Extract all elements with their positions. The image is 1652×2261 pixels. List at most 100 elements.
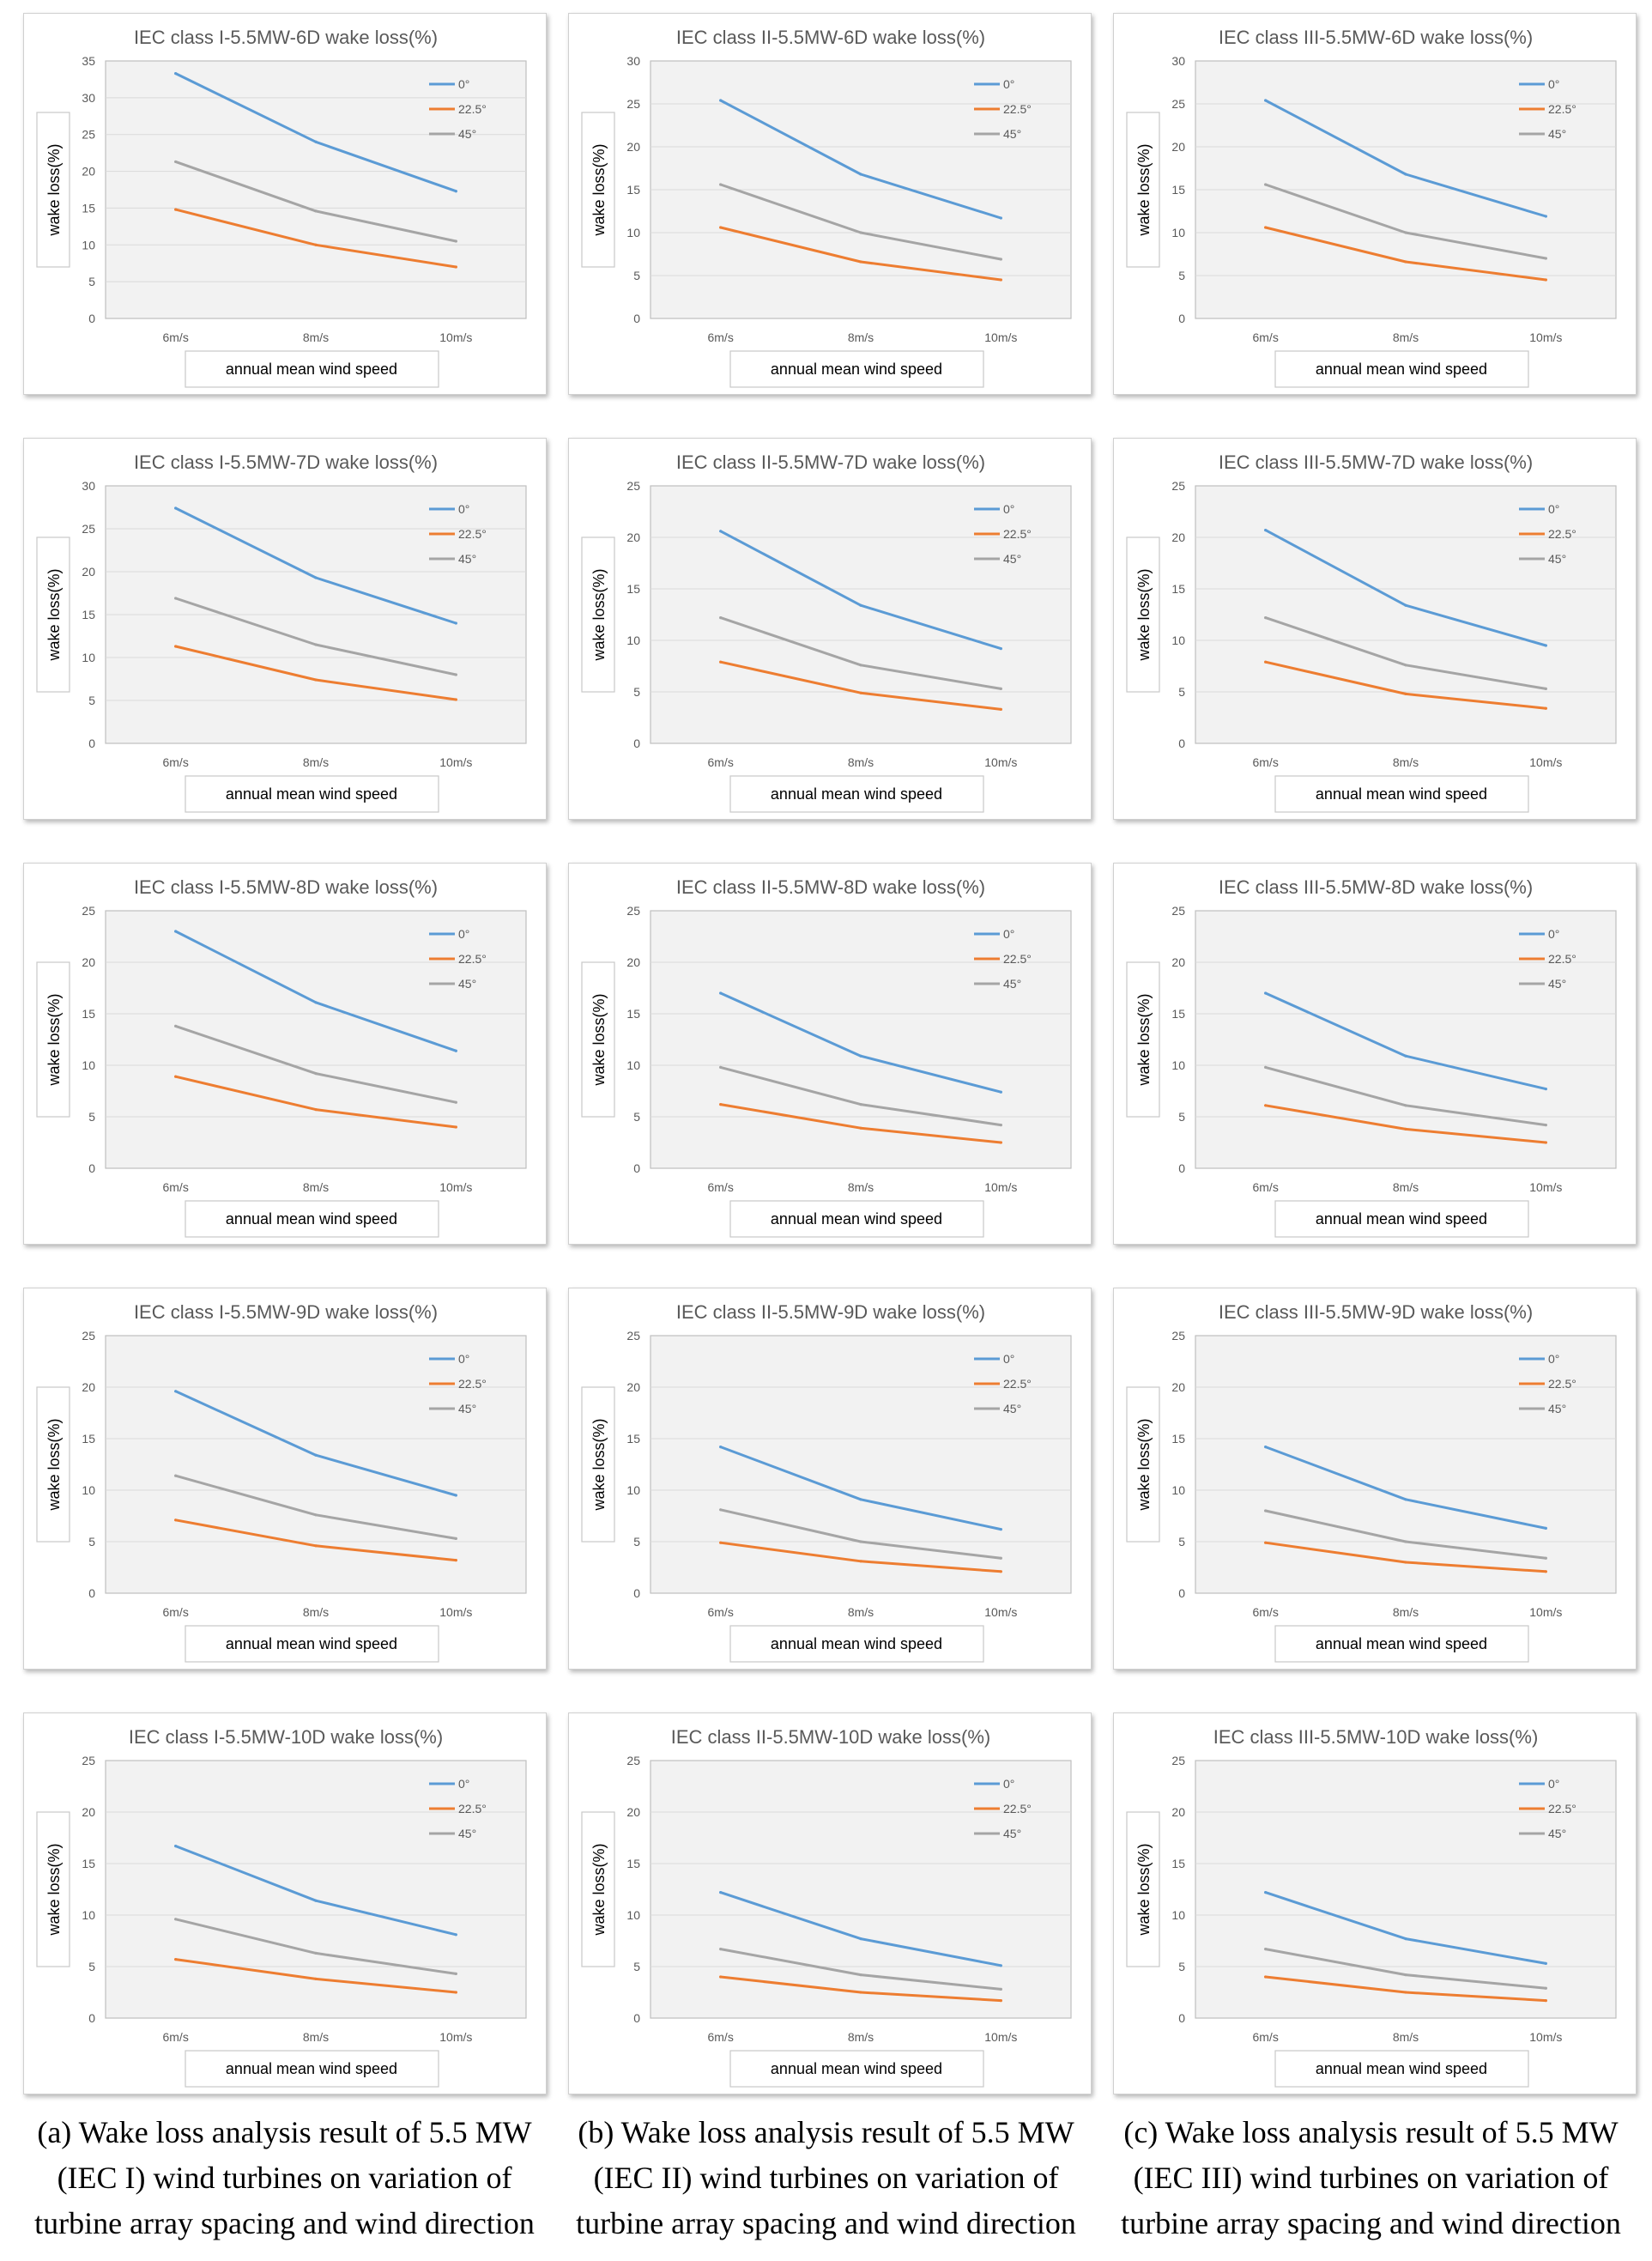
y-axis-label: wake loss(%) xyxy=(1135,1418,1153,1511)
y-tick-label: 20 xyxy=(82,165,95,179)
y-tick-label: 0 xyxy=(1178,312,1185,325)
data-point xyxy=(454,1049,457,1052)
x-axis-label-box xyxy=(185,775,439,813)
data-point xyxy=(454,1494,457,1497)
x-tick-label: 6m/s xyxy=(162,2030,188,2044)
x-axis-label: annual mean wind speed xyxy=(771,2060,942,2077)
data-point xyxy=(719,1508,723,1512)
y-tick-label: 0 xyxy=(88,736,95,750)
y-tick-label: 25 xyxy=(82,904,95,918)
data-point xyxy=(1404,1937,1407,1941)
y-tick-label: 0 xyxy=(1178,1161,1185,1175)
y-tick-label: 0 xyxy=(633,1586,640,1600)
y-tick-label: 10 xyxy=(626,1483,640,1497)
y-tick-label: 20 xyxy=(82,565,95,579)
data-point xyxy=(314,1951,318,1955)
data-point xyxy=(1544,215,1547,218)
data-point xyxy=(719,1103,723,1106)
y-axis-label: wake loss(%) xyxy=(1135,1843,1153,1936)
plot-area xyxy=(1195,1760,1617,2019)
y-tick-label: 30 xyxy=(626,54,640,68)
x-tick-label: 8m/s xyxy=(303,1605,329,1619)
chart-title: IEC class I-5.5MW-7D wake loss(%) xyxy=(134,452,438,473)
chart-svg: IEC class II-5.5MW-6D wake loss(%) 0 5 10 15… xyxy=(581,27,1072,388)
y-tick-label: 15 xyxy=(82,608,95,621)
data-point xyxy=(174,1075,178,1078)
data-point xyxy=(719,183,723,186)
data-point xyxy=(314,209,318,213)
y-tick-label: 25 xyxy=(82,522,95,536)
data-point xyxy=(859,231,862,234)
y-tick-label: 20 xyxy=(82,955,95,969)
y-axis-label-box xyxy=(36,1811,70,1967)
data-point xyxy=(174,71,178,76)
data-point xyxy=(1544,644,1547,647)
data-point xyxy=(1404,664,1407,667)
y-axis-label: wake loss(%) xyxy=(45,143,63,236)
y-tick-label: 5 xyxy=(633,1535,640,1549)
data-point xyxy=(314,1544,318,1548)
data-point xyxy=(174,1518,178,1522)
x-tick-label: 10m/s xyxy=(439,1180,472,1194)
data-point xyxy=(174,506,178,510)
x-axis-label: annual mean wind speed xyxy=(771,361,942,378)
data-point xyxy=(999,1999,1002,2003)
chart-svg: IEC class I-5.5MW-8D wake loss(%) 0 5 10 15 2… xyxy=(36,876,527,1238)
data-point xyxy=(314,1899,318,1902)
data-point xyxy=(719,1975,723,1979)
y-tick-label: 5 xyxy=(633,1110,640,1124)
data-point xyxy=(1544,1556,1547,1560)
data-point xyxy=(719,1891,723,1894)
data-point xyxy=(999,1570,1002,1573)
chart-title: IEC class I-5.5MW-10D wake loss(%) xyxy=(129,1726,443,1748)
chart-panel-12: IEC class III-5.5MW-9D wake loss(%) 0 5 10 1… xyxy=(1113,1288,1637,1670)
x-tick-label: 10m/s xyxy=(439,755,472,769)
x-tick-label: 8m/s xyxy=(1393,1180,1419,1194)
legend-label: 0° xyxy=(1003,502,1014,516)
legend-label: 0° xyxy=(458,1352,469,1366)
legend-label: 0° xyxy=(1003,1777,1014,1791)
data-point xyxy=(859,1126,862,1130)
data-point xyxy=(174,1390,178,1393)
chart-panel-5: IEC class II-5.5MW-7D wake loss(%) 0 5 10 15… xyxy=(568,438,1092,820)
x-tick-label: 10m/s xyxy=(439,330,472,344)
x-axis-label: annual mean wind speed xyxy=(226,361,397,378)
y-tick-label: 15 xyxy=(626,1857,640,1870)
x-tick-label: 8m/s xyxy=(1393,2030,1419,2044)
x-tick-label: 6m/s xyxy=(1252,1180,1278,1194)
legend-label: 45° xyxy=(1003,1402,1021,1415)
y-tick-label: 30 xyxy=(82,91,95,105)
data-point xyxy=(999,278,1002,282)
y-axis-label-box xyxy=(581,112,615,268)
legend-label: 45° xyxy=(458,977,476,991)
data-point xyxy=(454,190,457,193)
legend-label: 22.5° xyxy=(1003,1377,1032,1391)
x-tick-label: 10m/s xyxy=(439,1605,472,1619)
chart-svg: IEC class II-5.5MW-8D wake loss(%) 0 5 10 15… xyxy=(581,876,1072,1238)
data-point xyxy=(1264,991,1268,995)
data-point xyxy=(1544,278,1547,282)
y-tick-label: 0 xyxy=(88,312,95,325)
x-tick-label: 6m/s xyxy=(707,755,733,769)
y-tick-label: 0 xyxy=(633,736,640,750)
chart-panel-4: IEC class I-5.5MW-7D wake loss(%) 0 5 10 15 2… xyxy=(23,438,547,820)
legend-label: 22.5° xyxy=(458,527,487,541)
data-point xyxy=(174,160,178,164)
data-point xyxy=(719,530,723,533)
data-point xyxy=(454,621,457,625)
y-tick-label: 20 xyxy=(1171,1805,1185,1819)
y-tick-label: 20 xyxy=(626,1805,640,1819)
y-axis-label-box xyxy=(1126,1811,1160,1967)
legend-label: 0° xyxy=(1003,1352,1014,1366)
data-point xyxy=(1404,173,1407,176)
x-tick-label: 10m/s xyxy=(984,2030,1017,2044)
data-point xyxy=(1544,1986,1547,1990)
data-point xyxy=(454,1991,457,1994)
x-tick-label: 10m/s xyxy=(984,755,1017,769)
y-tick-label: 25 xyxy=(82,1754,95,1767)
data-point xyxy=(1404,260,1407,264)
data-point xyxy=(859,1540,862,1543)
data-point xyxy=(1264,183,1268,186)
data-point xyxy=(859,603,862,607)
y-tick-label: 25 xyxy=(1171,904,1185,918)
